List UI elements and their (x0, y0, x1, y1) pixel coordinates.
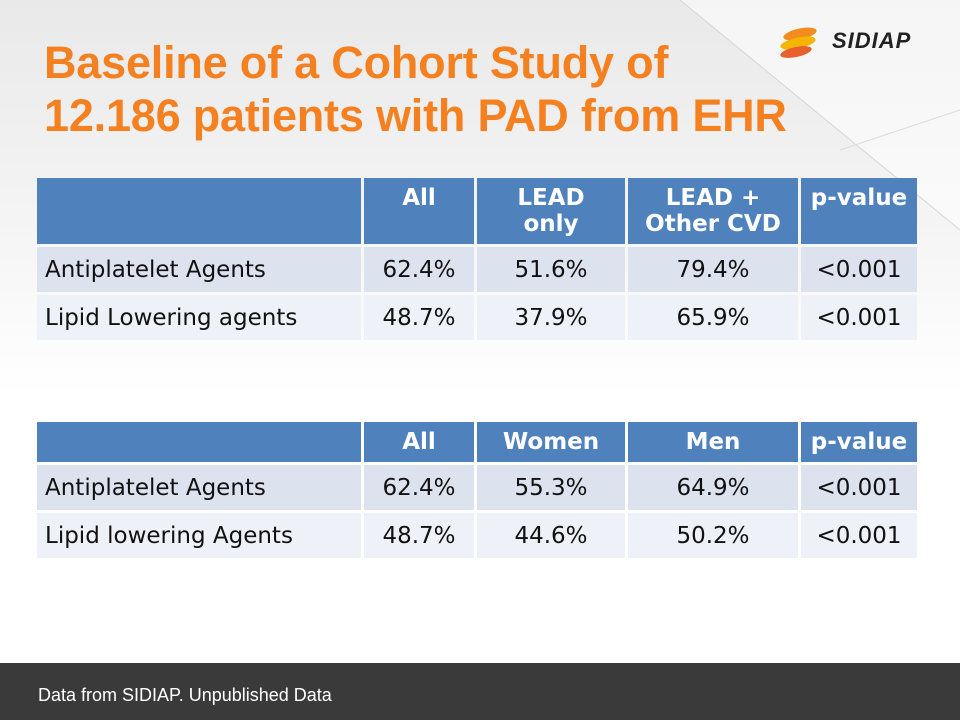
cell-p-value: <0.001 (801, 247, 917, 292)
header-cell-empty (37, 422, 361, 462)
medication-by-disease-table: All LEAD only LEAD + Other CVD p-value A… (34, 175, 920, 343)
header-cell-women: Women (477, 422, 625, 462)
cell-all: 62.4% (364, 465, 474, 510)
cell-all: 48.7% (364, 513, 474, 558)
header-cell-lead-other-cvd: LEAD + Other CVD (628, 178, 798, 244)
table-row: Lipid lowering Agents 48.7% 44.6% 50.2% … (37, 513, 917, 558)
table-row: Antiplatelet Agents 62.4% 55.3% 64.9% <0… (37, 465, 917, 510)
table-header-row: All Women Men p-value (37, 422, 917, 462)
footer-source-note: Data from SIDIAP. Unpublished Data (38, 685, 332, 705)
cell-men: 50.2% (628, 513, 798, 558)
row-label: Lipid lowering Agents (37, 513, 361, 558)
cell-lead-other-cvd: 65.9% (628, 295, 798, 340)
header-cell-all: All (364, 422, 474, 462)
header-cell-all: All (364, 178, 474, 244)
table-row: Antiplatelet Agents 62.4% 51.6% 79.4% <0… (37, 247, 917, 292)
cell-women: 55.3% (477, 465, 625, 510)
cell-p-value: <0.001 (801, 513, 917, 558)
table-header-row: All LEAD only LEAD + Other CVD p-value (37, 178, 917, 244)
header-cell-men: Men (628, 422, 798, 462)
header-line: LEAD + (665, 185, 761, 211)
header-line: LEAD (517, 185, 585, 211)
cell-p-value: <0.001 (801, 465, 917, 510)
row-label: Antiplatelet Agents (37, 465, 361, 510)
header-cell-p-value: p-value (801, 178, 917, 244)
cell-lead-other-cvd: 79.4% (628, 247, 798, 292)
row-label: Antiplatelet Agents (37, 247, 361, 292)
sidiap-logo-icon (780, 27, 817, 58)
title-line-1: Baseline of a Cohort Study of (44, 37, 669, 88)
cell-all: 48.7% (364, 295, 474, 340)
title-line-2: 12.186 patients with PAD from EHR (44, 90, 787, 141)
slide-title: Baseline of a Cohort Study of 12.186 pat… (44, 36, 787, 142)
cell-women: 44.6% (477, 513, 625, 558)
cell-all: 62.4% (364, 247, 474, 292)
header-cell-lead-only: LEAD only (477, 178, 625, 244)
footer-bar: Data from SIDIAP. Unpublished Data (0, 663, 960, 720)
header-line: only (523, 211, 579, 237)
cell-men: 64.9% (628, 465, 798, 510)
table-row: Lipid Lowering agents 48.7% 37.9% 65.9% … (37, 295, 917, 340)
header-cell-p-value: p-value (801, 422, 917, 462)
cell-lead-only: 51.6% (477, 247, 625, 292)
row-label: Lipid Lowering agents (37, 295, 361, 340)
header-cell-empty (37, 178, 361, 244)
header-line: Other CVD (645, 211, 781, 237)
cell-lead-only: 37.9% (477, 295, 625, 340)
medication-by-sex-table: All Women Men p-value Antiplatelet Agent… (34, 419, 920, 561)
cell-p-value: <0.001 (801, 295, 917, 340)
logo-text: SIDIAP (832, 28, 912, 53)
